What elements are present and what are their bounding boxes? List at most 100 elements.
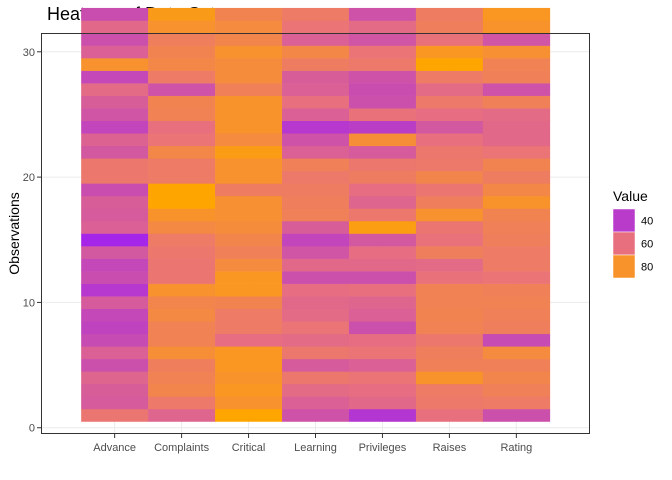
heatmap-tile: [282, 321, 350, 335]
y-tick-label: 20: [23, 172, 35, 184]
heatmap-tile: [282, 183, 350, 197]
heatmap-tile: [482, 70, 551, 84]
heatmap-tile: [81, 70, 149, 84]
heatmap-tile: [81, 45, 149, 59]
heatmap-tile: [415, 296, 484, 309]
heatmap-tile: [348, 120, 417, 134]
heatmap-tile: [215, 371, 283, 385]
y-tick-label: 10: [23, 297, 35, 309]
heatmap-tile: [215, 321, 283, 335]
heatmap-tile: [482, 408, 551, 422]
heatmap-tile: [348, 145, 417, 159]
heatmap-tile: [148, 396, 216, 410]
heatmap-tile: [348, 183, 417, 197]
heatmap-tile: [215, 95, 283, 109]
heatmap-tile: [215, 7, 283, 21]
heatmap-tile: [282, 308, 350, 322]
heatmap-tile: [215, 158, 283, 172]
heatmap-tile: [348, 133, 417, 147]
heatmap-tile: [482, 383, 551, 397]
heatmap-tile: [215, 145, 283, 159]
heatmap-tile: [348, 7, 417, 21]
x-tick-label: Raises: [433, 442, 467, 454]
heatmap-tile: [415, 308, 484, 322]
heatmap-tile: [415, 271, 484, 284]
heatmap-tile: [348, 233, 417, 247]
heatmap-tile: [148, 408, 216, 422]
x-tick-label: Critical: [232, 442, 266, 454]
heatmap-tile: [348, 20, 417, 34]
heatmap-tile: [348, 258, 417, 272]
x-tick-label: Learning: [294, 442, 337, 454]
heatmap-tile: [415, 246, 484, 259]
heatmap-tile: [415, 333, 484, 347]
heatmap-tile: [415, 208, 484, 222]
heatmap-tile: [415, 70, 484, 84]
heatmap-tile: [148, 183, 216, 197]
heatmap-tile: [415, 7, 484, 21]
heatmap-tile: [215, 133, 283, 147]
heatmap-tile: [415, 120, 484, 134]
heatmap-tile: [148, 33, 216, 46]
heatmap-tile: [348, 33, 417, 46]
heatmap-tile: [282, 358, 350, 372]
heatmap-tile: [282, 333, 350, 347]
heatmap-tile: [81, 145, 149, 159]
plot-panel: [41, 7, 590, 434]
heatmap-tile: [81, 195, 149, 209]
heatmap-tile: [148, 158, 216, 172]
heatmap-tile: [81, 133, 149, 147]
heatmap-tile: [81, 333, 149, 347]
panel-border: [41, 33, 590, 434]
heatmap-tile: [282, 346, 350, 360]
heatmap-tile: [215, 33, 283, 46]
heatmap-tile: [148, 220, 216, 234]
heatmap-tile: [482, 145, 551, 159]
heatmap-tile: [415, 158, 484, 172]
heatmap-tile: [282, 145, 350, 159]
heatmap-tile: [282, 195, 350, 209]
heatmap-tile: [215, 358, 283, 372]
heatmap-tile: [81, 7, 149, 21]
heatmap-tile: [148, 170, 216, 184]
heatmap-tile: [282, 170, 350, 184]
heatmap-tile: [215, 271, 283, 284]
heatmap-tile: [348, 58, 417, 71]
heatmap-tile: [348, 70, 417, 84]
heatmap-tile: [81, 296, 149, 309]
heatmap-tile: [282, 70, 350, 84]
heatmap-tile: [215, 208, 283, 222]
heatmap-tile: [348, 45, 417, 59]
x-tick-label: Privileges: [359, 442, 407, 454]
heatmap-tile: [415, 108, 484, 122]
heatmap-tile: [81, 283, 149, 297]
heatmap-tile: [282, 271, 350, 284]
legend: Value 40 60 80: [612, 188, 653, 279]
heatmap-tile: [482, 396, 551, 410]
heatmap-tile: [415, 183, 484, 197]
heatmap-tile: [482, 108, 551, 122]
heatmap-tile: [81, 271, 149, 284]
heatmap-tile: [215, 383, 283, 397]
heatmap-tile: [148, 95, 216, 109]
heatmap-tile: [148, 321, 216, 335]
y-axis-title: Observations: [6, 192, 22, 274]
heatmap-tile: [81, 258, 149, 272]
heatmap-tile: [81, 408, 149, 422]
heatmap-tile: [148, 358, 216, 372]
heatmap-tile: [215, 195, 283, 209]
heatmap-tile: [148, 333, 216, 347]
heatmap-tile: [148, 208, 216, 222]
heatmap-tile: [415, 283, 484, 297]
heatmap-tile: [282, 120, 350, 134]
heatmap-tile: [482, 333, 551, 347]
heatmap-tile: [482, 95, 551, 109]
heatmap-tile: [415, 408, 484, 422]
heatmap-tile: [482, 246, 551, 259]
heatmap-tile: [348, 308, 417, 322]
heatmap-tile: [148, 296, 216, 309]
heatmap-tile: [148, 45, 216, 59]
heatmap-tile: [348, 83, 417, 96]
heatmap-tile: [415, 258, 484, 272]
y-axis: 0 10 20 30: [23, 47, 41, 435]
